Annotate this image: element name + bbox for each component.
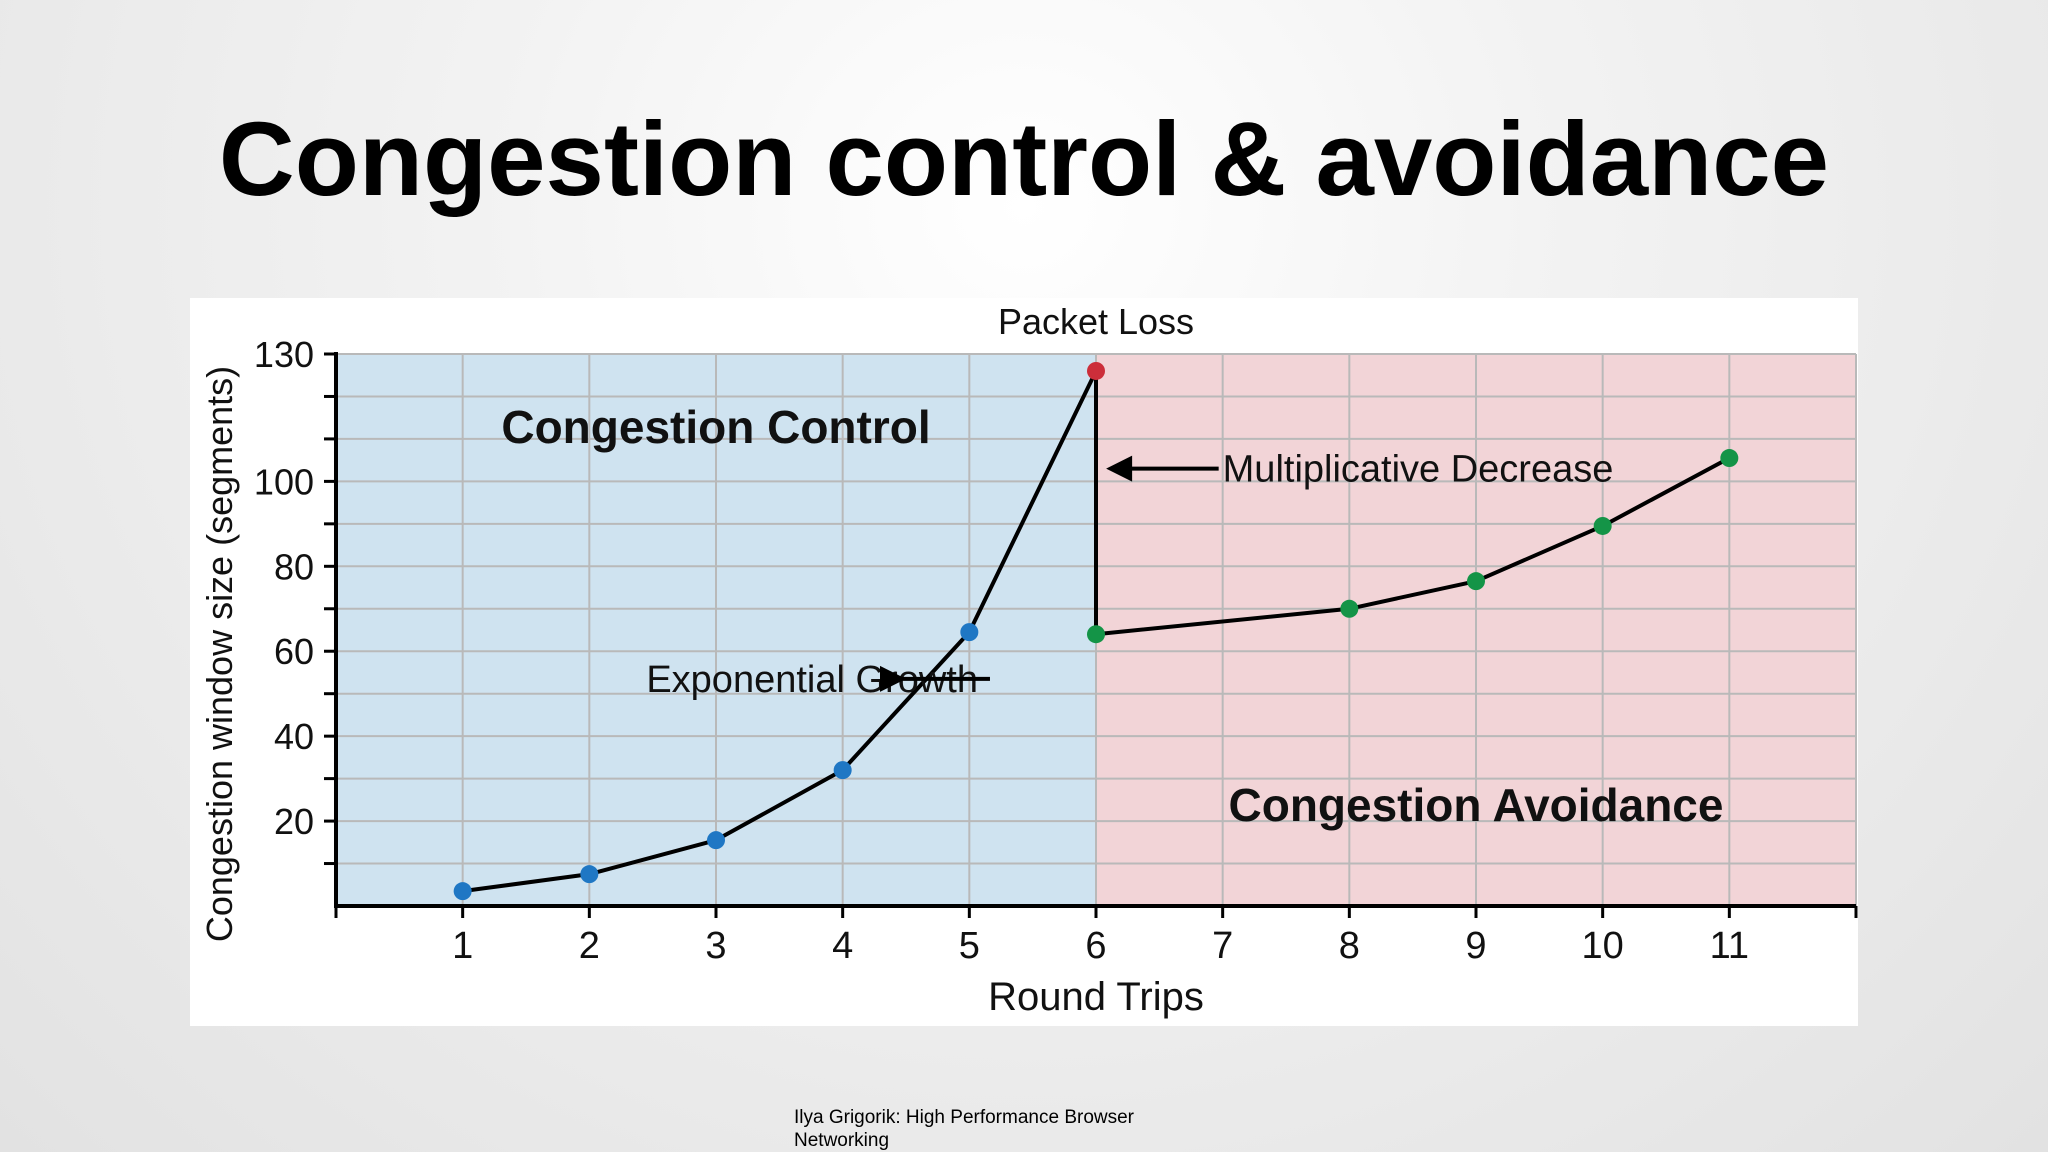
data-point: [1720, 449, 1739, 468]
data-point: [707, 831, 725, 850]
slide-title: Congestion control & avoidance: [218, 101, 1830, 218]
data-point: [1340, 599, 1359, 618]
x-axis-label: Round Trips: [988, 975, 1204, 1019]
x-tick-label: 3: [705, 925, 726, 967]
y-tick-label: 130: [254, 334, 314, 375]
data-point: [1593, 516, 1612, 535]
x-tick-label: 7: [1212, 925, 1233, 967]
slide-caption: Ilya Grigorik: High Performance Browser …: [794, 1107, 1134, 1151]
y-axis-label: Congestion window size (segments): [199, 366, 240, 942]
x-tick-label: 9: [1465, 925, 1486, 967]
annotation-arrow-head: [880, 665, 906, 692]
data-point: [453, 882, 472, 901]
region-label: Congestion Control: [501, 401, 930, 453]
x-tick-label: 11: [1710, 925, 1749, 967]
data-point: [580, 865, 599, 884]
data-point: [960, 623, 979, 642]
x-tick-label: 8: [1339, 925, 1360, 967]
annotation-label: Multiplicative Decrease: [1223, 449, 1614, 491]
region-label: Congestion Avoidance: [1229, 779, 1724, 831]
data-points: [453, 361, 1739, 901]
y-tick-label: 20: [274, 801, 314, 842]
data-point: [1087, 361, 1105, 380]
x-tick-label: 1: [452, 925, 473, 967]
y-tick-label: 100: [254, 461, 314, 502]
y-tick-label: 40: [274, 716, 314, 757]
axes: [324, 352, 1858, 918]
x-tick-label: 4: [832, 925, 853, 967]
data-point: [1467, 572, 1485, 591]
x-tick-label: 6: [1085, 925, 1106, 967]
annotation-arrow-head: [1106, 455, 1133, 482]
y-tick-label: 60: [274, 631, 314, 672]
text-labels: 1 2 3 4 5 6 7 8 9 10 11 20 40 60 80 100 130 Round Trips Co…: [199, 301, 1749, 1019]
chart-panel: Exponential Growth Multiplicative Decreas…: [190, 298, 1858, 1026]
x-tick-label: 5: [959, 925, 980, 967]
data-point: [1087, 625, 1105, 644]
x-tick-label: 2: [579, 925, 600, 967]
data-point: [833, 761, 852, 780]
x-tick-label: 10: [1582, 925, 1624, 967]
y-tick-label: 80: [274, 546, 314, 587]
chart-title: Packet Loss: [998, 301, 1194, 342]
